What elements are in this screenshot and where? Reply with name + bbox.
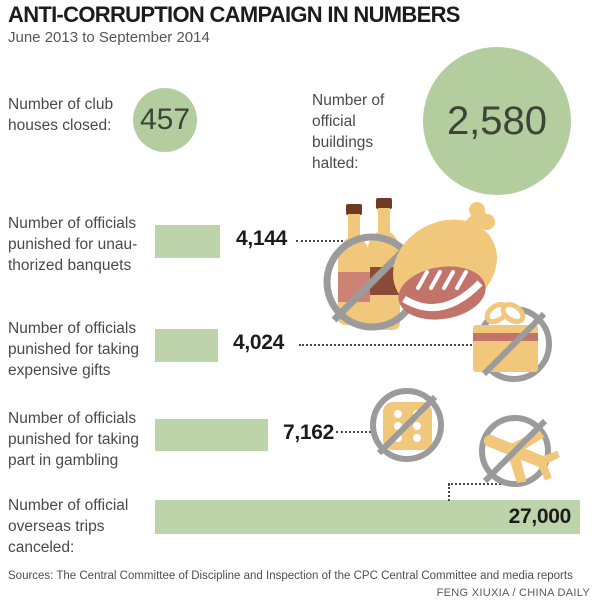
club-houses-value: 457 xyxy=(139,103,191,136)
gifts-connector xyxy=(299,344,472,346)
buildings-halted-value: 2,580 xyxy=(446,98,548,143)
page-title: ANTI-CORRUPTION CAMPAIGN IN NUMBERS xyxy=(8,2,460,27)
gambling-label: Number of officials punished for taking … xyxy=(8,410,139,469)
page-subtitle: June 2013 to September 2014 xyxy=(8,29,210,46)
trips-label: Number of official overseas trips cancel… xyxy=(8,497,129,556)
banquet-prohibited-icon xyxy=(323,198,497,331)
banquets-label: Number of officials punished for unau- t… xyxy=(8,215,138,274)
gambling-bar xyxy=(155,419,268,451)
trips-connector-vertical xyxy=(448,484,450,501)
banquets-bar xyxy=(155,225,220,258)
gifts-bar xyxy=(155,329,218,362)
gifts-value: 4,024 xyxy=(233,331,285,354)
club-houses-label: Number of club houses closed: xyxy=(8,96,114,134)
gifts-label: Number of officials punished for taking … xyxy=(8,320,139,379)
club-houses-circle: 457 xyxy=(133,88,197,152)
trips-connector-horizontal xyxy=(448,483,504,485)
trips-value: 27,000 xyxy=(508,505,572,528)
dice-prohibited-icon xyxy=(370,388,444,462)
buildings-halted-circle: 2,580 xyxy=(423,47,571,195)
banquets-value: 4,144 xyxy=(236,227,288,250)
buildings-halted-label: Number of official buildings halted: xyxy=(312,92,385,172)
gambling-value: 7,162 xyxy=(283,421,335,444)
banquets-connector xyxy=(296,240,347,242)
trips-bar: 27,000 xyxy=(155,500,580,534)
airplane-prohibited-icon xyxy=(479,415,560,487)
gambling-connector xyxy=(336,431,371,433)
gift-prohibited-icon xyxy=(473,301,552,382)
sources-text: Sources: The Central Committee of Discip… xyxy=(8,570,573,582)
credit-text: FENG XIUXIA / CHINA DAILY xyxy=(436,587,590,599)
